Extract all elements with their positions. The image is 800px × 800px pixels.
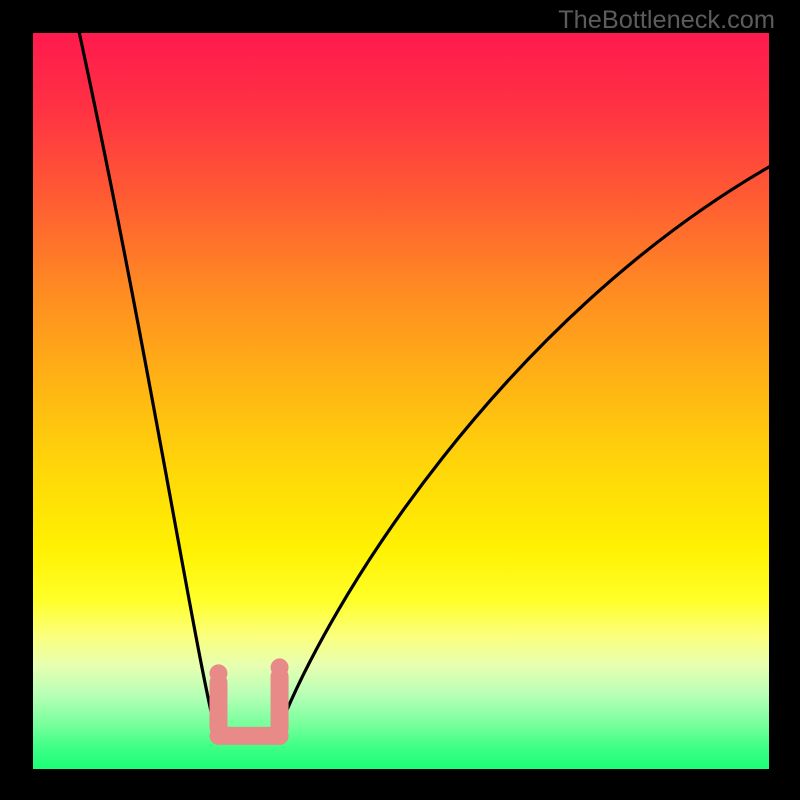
marker-right-bar xyxy=(271,667,289,737)
bottom-marker-group xyxy=(209,658,288,744)
chart-stage: TheBottleneck.com xyxy=(0,0,800,800)
marker-right-cap xyxy=(271,658,289,676)
plot-area xyxy=(33,33,769,769)
bottleneck-curve xyxy=(79,33,769,737)
marker-left-bar xyxy=(209,673,227,736)
watermark-text: TheBottleneck.com xyxy=(558,6,775,35)
marker-left-cap xyxy=(209,664,227,682)
curve-overlay-svg xyxy=(33,33,769,769)
